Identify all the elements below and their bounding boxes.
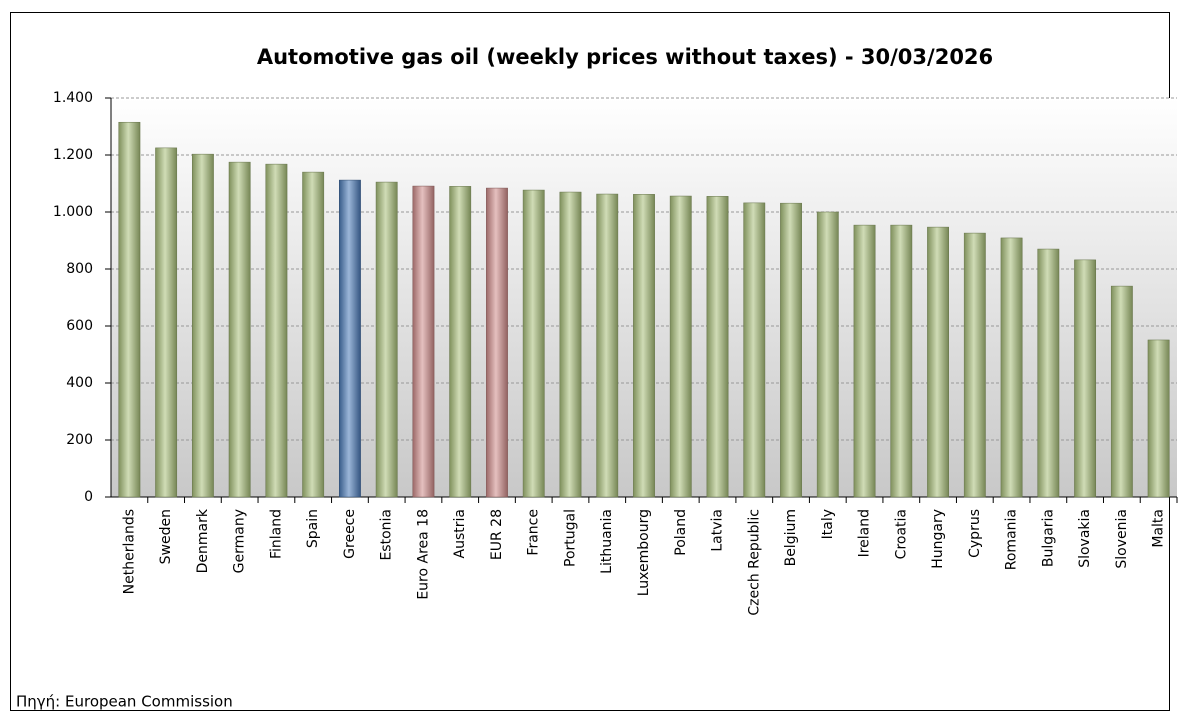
bar xyxy=(228,161,251,498)
x-tick-label: Malta xyxy=(1151,509,1167,548)
x-tick-label: Bulgaria xyxy=(1040,509,1056,567)
chart-title: Automotive gas oil (weekly prices withou… xyxy=(257,45,993,69)
x-tick-label: Luxembourg xyxy=(636,509,652,596)
bar xyxy=(155,147,178,498)
x-tick-label: Portugal xyxy=(562,509,578,567)
bar xyxy=(302,171,325,498)
bar xyxy=(449,186,472,498)
x-tick-label: Euro Area 18 xyxy=(415,509,431,600)
bar xyxy=(1037,248,1060,498)
bar xyxy=(963,232,986,498)
bar xyxy=(118,121,141,498)
x-tick-label: Denmark xyxy=(195,508,211,573)
x-tick-label: Latvia xyxy=(710,509,726,552)
y-tick-label: 200 xyxy=(66,432,93,448)
x-tick-label: Hungary xyxy=(930,509,946,569)
x-tick-label: Greece xyxy=(342,509,358,559)
bar xyxy=(1147,339,1170,498)
x-tick-label: Belgium xyxy=(783,509,799,566)
bar xyxy=(927,226,949,498)
bar xyxy=(1110,285,1133,498)
bar xyxy=(780,202,802,498)
y-tick-label: 600 xyxy=(66,318,93,334)
bar xyxy=(522,189,545,498)
x-tick-label: Slovenia xyxy=(1114,509,1130,569)
bar xyxy=(706,196,729,498)
y-tick-label: 400 xyxy=(66,375,93,391)
x-tick-label: Spain xyxy=(305,509,321,548)
bar xyxy=(596,193,619,498)
x-tick-label: Slovakia xyxy=(1077,509,1093,568)
x-tick-label: Poland xyxy=(673,509,689,556)
x-tick-label: Finland xyxy=(268,509,284,559)
x-tick-label: Croatia xyxy=(893,509,909,559)
x-tick-label: Romania xyxy=(1004,509,1020,570)
y-tick-label: 0 xyxy=(84,489,93,505)
x-tick-label: Germany xyxy=(232,509,248,573)
y-tick-label: 800 xyxy=(66,261,93,277)
bar xyxy=(265,163,288,498)
x-tick-label: Austria xyxy=(452,509,468,558)
x-tick-label: Italy xyxy=(820,509,836,539)
x-tick-label: Lithuania xyxy=(599,509,615,574)
x-tick-label: Czech Republic xyxy=(746,509,762,616)
bar xyxy=(191,153,214,498)
bar xyxy=(816,211,839,498)
x-tick-label: France xyxy=(526,509,542,556)
y-tick-label: 1.200 xyxy=(53,147,93,163)
bar xyxy=(412,185,435,498)
bar xyxy=(669,195,692,498)
y-tick-label: 1.000 xyxy=(53,204,93,220)
bar xyxy=(1074,259,1097,498)
x-tick-label: Netherlands xyxy=(121,509,137,594)
bar xyxy=(633,194,655,498)
bar xyxy=(1000,237,1023,498)
x-tick-label: Cyprus xyxy=(967,509,983,558)
x-tick-label: Sweden xyxy=(158,509,174,564)
bar xyxy=(853,224,876,498)
bar xyxy=(375,181,398,498)
y-tick-label: 1.400 xyxy=(53,90,93,106)
x-tick-label: Ireland xyxy=(857,509,873,557)
x-tick-label: Estonia xyxy=(379,509,395,561)
source-note: Πηγή: European Commission xyxy=(16,693,233,711)
x-tick-label: EUR 28 xyxy=(489,509,505,560)
bar xyxy=(890,224,913,498)
bar xyxy=(486,187,508,498)
bar xyxy=(743,202,766,498)
bar xyxy=(339,179,361,498)
bar xyxy=(559,191,582,498)
